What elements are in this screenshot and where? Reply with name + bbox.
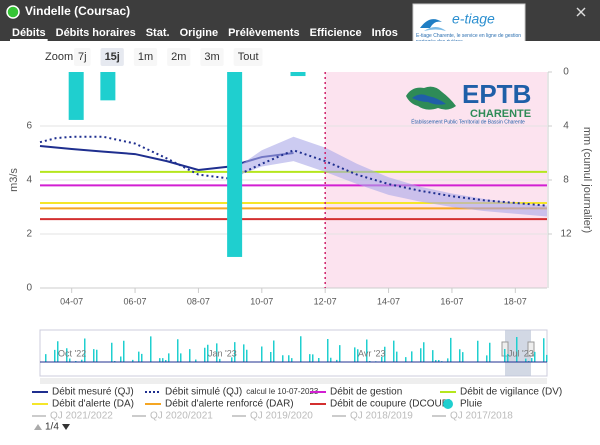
legend-label[interactable]: Débit d'alerte renforcé (DAR)	[165, 399, 294, 410]
pager-text: 1/4	[45, 422, 59, 433]
legend-label-hidden[interactable]: QJ 2018/2019	[350, 411, 413, 422]
legend-pager: 1/4	[34, 422, 70, 433]
flow-line	[39, 135, 548, 207]
x-tick-label: 16-07	[440, 296, 463, 306]
logo-wave	[420, 19, 442, 28]
zoom-button[interactable]	[200, 48, 224, 66]
scrollbar[interactable]	[40, 378, 547, 384]
zoom-button[interactable]	[167, 48, 191, 66]
logo-caption: Établissement Public Territorial de Bass…	[411, 118, 525, 125]
navigator-label: Avr '23	[358, 348, 386, 358]
tab[interactable]: Stat.	[146, 27, 170, 39]
navigator-sparkline	[42, 336, 551, 362]
navigator-label: Jan '23	[208, 348, 237, 358]
navigator-window[interactable]	[505, 330, 531, 376]
rain-bar	[227, 72, 243, 257]
pager-down[interactable]	[62, 424, 70, 430]
legend-label-hidden[interactable]: QJ 2017/2018	[450, 411, 513, 422]
navigator-frame	[39, 329, 548, 377]
logo-name: e-tiage	[452, 11, 495, 27]
plot: 0 2 4 6 0 4 8 12 04-07 06-07 08-07 10-07 12-07 14-07 1…	[8, 67, 593, 307]
x-tick-label: 12-07	[314, 296, 337, 306]
navigator-label: Oct '22	[58, 348, 86, 358]
legend-label[interactable]: Débit simulé (QJ)	[165, 387, 242, 398]
rain-bar	[68, 72, 84, 120]
close-button[interactable]	[576, 7, 586, 17]
legend-label[interactable]: Débit de gestion	[330, 387, 402, 398]
zoom-button-label[interactable]: 7j	[78, 51, 87, 63]
navigator: Oct '22 Jan '23 Avr '23 Jul '23	[39, 329, 551, 384]
status-icon	[6, 5, 20, 19]
zoom-button[interactable]	[100, 48, 124, 66]
zoom-button[interactable]	[133, 48, 158, 66]
legend-label[interactable]: Débit mesuré (QJ)	[52, 387, 134, 398]
x-tick-label: 08-07	[187, 296, 210, 306]
zoom-button[interactable]	[74, 48, 91, 66]
y-tick-label: 0	[26, 283, 32, 294]
tab[interactable]: Efficience	[310, 27, 362, 39]
x-tick-label: 10-07	[250, 296, 273, 306]
legend-note: calcul le 10-07-2023	[246, 387, 319, 396]
y-axis-label: m3/s	[8, 168, 20, 192]
y2-tick-label: 0	[563, 67, 569, 78]
zoom-bar: Zoom 7j 15j 1m 2m 3m Tout	[45, 48, 263, 66]
etiage-logo: e-tiage E-tiage Charente, le service en …	[412, 3, 526, 49]
legend-label[interactable]: Débit d'alerte (DA)	[52, 399, 134, 410]
y-tick-label: 4	[26, 175, 32, 186]
navigator-label: Jul '23	[508, 348, 534, 358]
navigator-handle[interactable]	[527, 341, 535, 357]
logo-subtitle: CHARENTE	[470, 108, 531, 120]
zoom-button-label[interactable]: 15j	[105, 51, 120, 63]
logo-map	[412, 94, 446, 105]
y2-tick-label: 4	[563, 121, 569, 132]
rain-bar	[100, 72, 116, 101]
x-tick-label: 18-07	[504, 296, 527, 306]
legend-label-hidden[interactable]: QJ 2019/2020	[250, 411, 313, 422]
zoom-button-label[interactable]: 2m	[171, 51, 186, 63]
tab[interactable]: Prélèvements	[228, 27, 300, 39]
zoom-label: Zoom	[45, 51, 73, 63]
legend: Débit mesuré (QJ) Débit simulé (QJ) calcul…	[32, 387, 562, 422]
y2-tick-label: 8	[563, 175, 569, 186]
logo-wave	[424, 27, 446, 31]
y-tick-label: 2	[26, 229, 32, 240]
logo-title: EPTB	[462, 79, 531, 109]
logo-box	[412, 3, 526, 49]
zoom-button[interactable]	[233, 48, 263, 66]
zoom-button-label[interactable]: 3m	[204, 51, 219, 63]
y2-tick-label: 12	[560, 229, 572, 240]
x-tick-label: 14-07	[377, 296, 400, 306]
tabs: Débits Débits horaires Stat. Origine Prélève…	[10, 27, 398, 41]
close-icon[interactable]	[576, 7, 586, 17]
legend-label[interactable]: Pluie	[460, 399, 483, 410]
legend-label-hidden[interactable]: QJ 2021/2022	[50, 411, 113, 422]
tab[interactable]: Débits	[12, 27, 46, 39]
legend-label[interactable]: Débit de coupure (DCOUP)	[330, 399, 452, 410]
y-tick-label: 6	[26, 121, 32, 132]
legend-label[interactable]: Débit de vigilance (DV)	[460, 387, 562, 398]
x-tick-label: 06-07	[124, 296, 147, 306]
window-title: Vindelle (Coursac)	[25, 4, 130, 18]
pager-up[interactable]	[34, 424, 42, 430]
zoom-button-label[interactable]: Tout	[238, 51, 259, 63]
legend-label-hidden[interactable]: QJ 2020/2021	[150, 411, 213, 422]
zoom-button-label[interactable]: 1m	[138, 51, 153, 63]
rain-bar	[290, 72, 306, 77]
tab[interactable]: Origine	[180, 27, 219, 39]
x-tick-label: 04-07	[60, 296, 83, 306]
y2-axis-label: mm (cumul journalier)	[581, 127, 593, 233]
tab[interactable]: Débits horaires	[56, 27, 136, 39]
tab[interactable]: Infos	[372, 27, 398, 39]
legend-symbol	[443, 399, 453, 409]
